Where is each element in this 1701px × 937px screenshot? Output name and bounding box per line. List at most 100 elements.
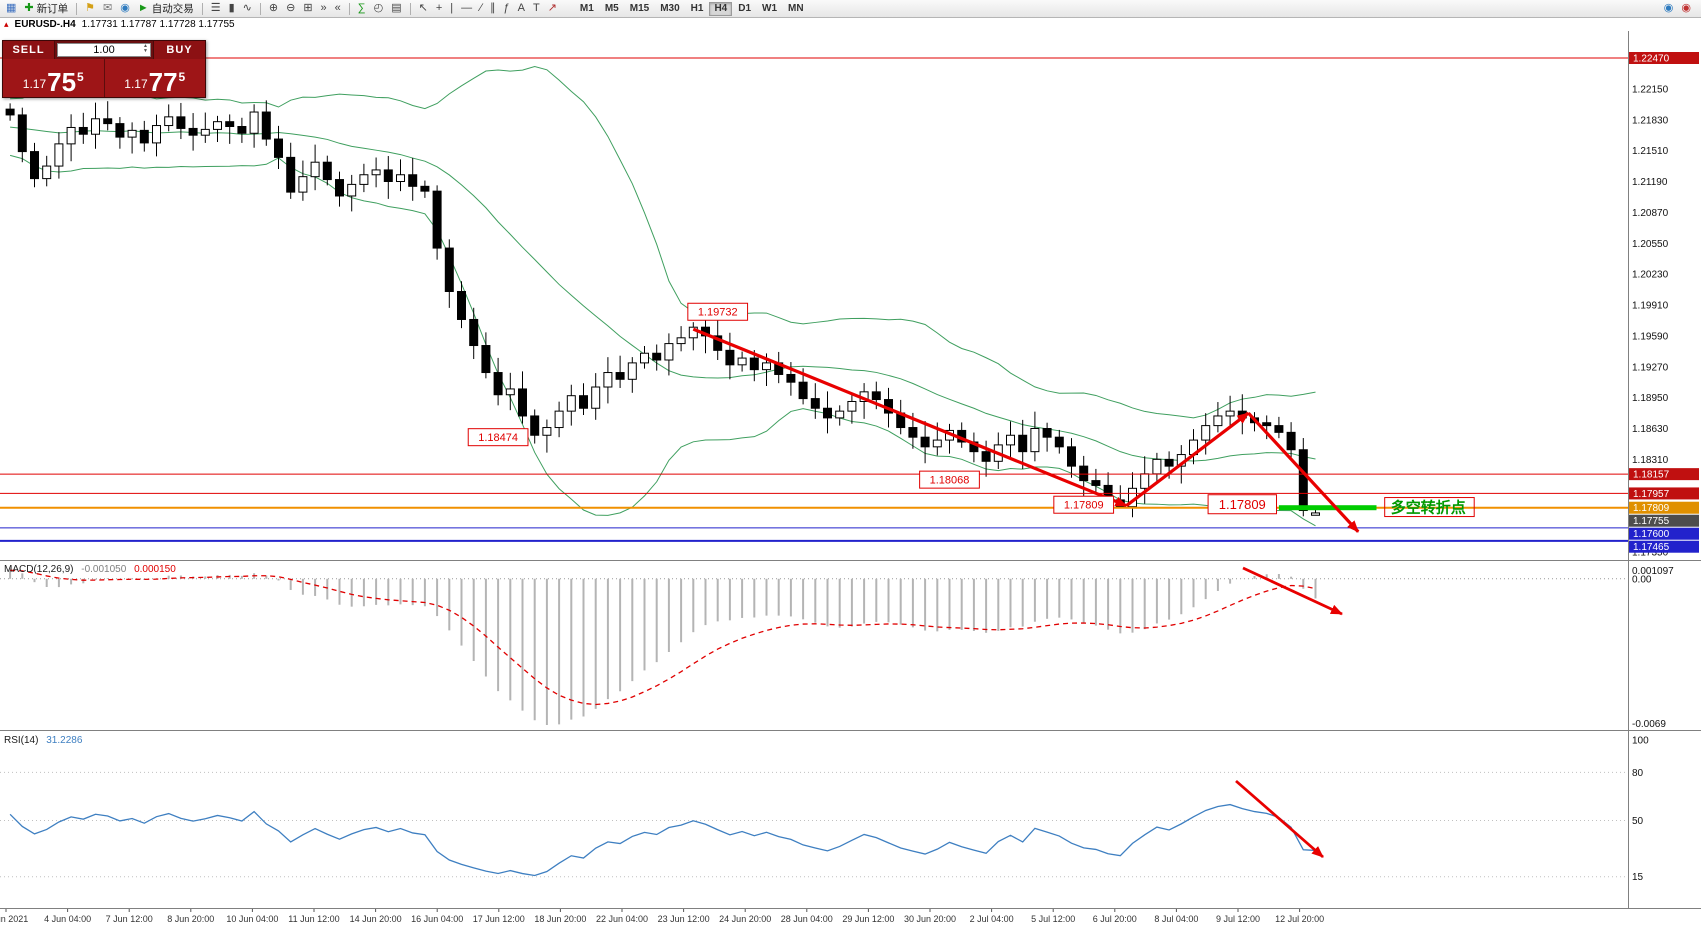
timeframe-m5[interactable]: M5 (600, 2, 624, 16)
volume-stepper[interactable]: 1.00 ▲ ▼ (57, 43, 151, 57)
indicators-icon[interactable]: ∑ (354, 1, 370, 16)
svg-text:1.17755: 1.17755 (1633, 516, 1670, 527)
cursor-icon[interactable]: ↖ (415, 1, 432, 16)
svg-text:1.20550: 1.20550 (1632, 239, 1669, 250)
timeframe-d1[interactable]: D1 (733, 2, 756, 16)
channel-icon[interactable]: ∥ (486, 1, 500, 16)
new-chart-icon[interactable]: ▦ (2, 1, 20, 16)
rsi-annotation-arrow (1235, 779, 1324, 859)
volume-spinner-icon[interactable]: ▲ ▼ (143, 43, 148, 54)
macd-signal-value: 0.000150 (134, 564, 176, 575)
svg-text:-0.0069: -0.0069 (1632, 719, 1666, 730)
vertical-line-icon[interactable]: | (446, 1, 457, 16)
autotrading-button[interactable]: ► 自动交易 (134, 1, 198, 16)
label-tool-icon-glyph: T (532, 2, 540, 14)
horizontal-line-icon[interactable]: — (457, 1, 476, 16)
time-axis: 3 Jun 2021 4 Jun 04:00 7 Jun 12:00 8 Jun 20… (0, 909, 1324, 924)
svg-text:1.18068: 1.18068 (930, 475, 970, 487)
trendline-icon[interactable]: ∕ (476, 1, 486, 16)
buy-price[interactable]: 1.17 77 5 (103, 59, 206, 97)
timeframe-h4[interactable]: H4 (709, 1, 733, 16)
zoom-out-icon[interactable]: ⊖ (282, 1, 299, 16)
periods-icon[interactable]: ◴ (370, 1, 388, 16)
bar-chart-icon[interactable]: ☰ (207, 1, 225, 16)
auto-scroll-icon-glyph: » (320, 2, 327, 14)
auto-scroll-icon[interactable]: » (317, 1, 331, 16)
svg-text:1.19270: 1.19270 (1632, 362, 1669, 373)
candlestick-chart-icon[interactable]: ▮ (225, 1, 239, 16)
macd-name: MACD(12,26,9) (4, 564, 74, 575)
bollinger-upper (10, 65, 1316, 419)
price-annotation-box-4 (1053, 495, 1115, 514)
sell-button[interactable]: SELL (3, 41, 55, 59)
timeframe-h1[interactable]: H1 (686, 2, 709, 16)
svg-text:18 Jun 20:00: 18 Jun 20:00 (534, 914, 586, 924)
cn-note-text: 多空转折点 (1391, 499, 1466, 517)
new-order-button-glyph: ✚ (24, 2, 34, 14)
chart-header: ▴ EURUSD-.H4 1.17731 1.17787 1.17728 1.1… (0, 18, 1701, 31)
timeframe-m15[interactable]: M15 (625, 2, 654, 16)
mail-icon[interactable]: ✉ (99, 1, 116, 16)
buy-button[interactable]: BUY (153, 41, 205, 59)
svg-text:8 Jun 20:00: 8 Jun 20:00 (167, 914, 214, 924)
periods-icon-glyph: ◴ (373, 2, 384, 14)
fibonacci-icon[interactable]: ƒ (500, 1, 514, 16)
svg-text:1.22470: 1.22470 (1633, 54, 1670, 65)
svg-text:6 Jul 20:00: 6 Jul 20:00 (1093, 914, 1137, 924)
rsi-line (9, 803, 1316, 877)
fibonacci-icon-glyph: ƒ (503, 2, 510, 14)
svg-text:29 Jun 12:00: 29 Jun 12:00 (842, 914, 894, 924)
price-annotation-box-5 (1207, 494, 1278, 515)
macd-signal-line (10, 569, 1316, 706)
rsi-value: 31.2286 (46, 735, 83, 746)
macd-indicator-label: MACD(12,26,9) -0.001050 0.000150 (4, 564, 176, 575)
svg-text:15: 15 (1632, 872, 1644, 883)
timeframe-mn[interactable]: MN (783, 2, 809, 16)
alerts-icon[interactable]: ⚑ (81, 1, 99, 16)
svg-text:14 Jun 20:00: 14 Jun 20:00 (350, 914, 402, 924)
new-order-button-label: 新订单 (36, 3, 69, 15)
svg-text:1.17465: 1.17465 (1633, 542, 1670, 553)
zoom-in-icon[interactable]: ⊕ (265, 1, 282, 16)
svg-text:8 Jul 04:00: 8 Jul 04:00 (1154, 914, 1198, 924)
buy-price-sup: 5 (178, 70, 186, 84)
new-order-button[interactable]: ✚ 新订单 (20, 1, 72, 16)
label-tool-icon[interactable]: T (529, 1, 544, 16)
bollinger-bands (9, 65, 1316, 527)
arrows-tool-icon[interactable]: ↗ (544, 1, 561, 16)
chart-symbol-icon: ▴ (4, 19, 9, 29)
autotrading-button-glyph: ► (137, 2, 149, 14)
svg-text:1.20230: 1.20230 (1632, 270, 1669, 281)
line-chart-icon[interactable]: ∿ (239, 1, 256, 16)
community-icon-glyph: ◉ (120, 2, 130, 14)
svg-text:1.19732: 1.19732 (698, 307, 738, 319)
text-tool-icon[interactable]: A (514, 1, 529, 16)
profile-icon[interactable]: ◉ (1677, 1, 1695, 16)
trendline-icon-glyph: ∕ (480, 2, 482, 14)
chat-icon-glyph: ◉ (1663, 2, 1674, 14)
green-turning-point-line (1278, 505, 1377, 511)
toolbar-separator (76, 2, 78, 15)
templates-icon[interactable]: ▤ (387, 1, 405, 16)
chat-icon[interactable]: ◉ (1660, 1, 1678, 16)
zoom-in-icon-glyph: ⊕ (268, 2, 279, 14)
vertical-line-icon-glyph: | (450, 2, 454, 14)
chart-shift-icon[interactable]: « (331, 1, 345, 16)
svg-text:1.17600: 1.17600 (1633, 529, 1670, 540)
toolbar-separator (259, 2, 261, 15)
crosshair-icon[interactable]: + (432, 1, 446, 16)
svg-text:1.21510: 1.21510 (1632, 146, 1669, 157)
chart-shift-icon-glyph: « (334, 2, 341, 14)
timeframe-m1[interactable]: M1 (575, 2, 599, 16)
svg-text:9 Jul 12:00: 9 Jul 12:00 (1216, 914, 1260, 924)
svg-text:1.18310: 1.18310 (1632, 455, 1669, 466)
indicators-icon-glyph: ∑ (357, 2, 366, 14)
community-icon[interactable]: ◉ (116, 1, 134, 16)
timeframe-m30[interactable]: M30 (655, 2, 684, 16)
sell-price[interactable]: 1.17 75 5 (3, 59, 104, 97)
tile-windows-icon[interactable]: ⊞ (299, 1, 316, 16)
svg-text:16 Jun 04:00: 16 Jun 04:00 (411, 914, 463, 924)
timeframe-w1[interactable]: W1 (757, 2, 782, 16)
